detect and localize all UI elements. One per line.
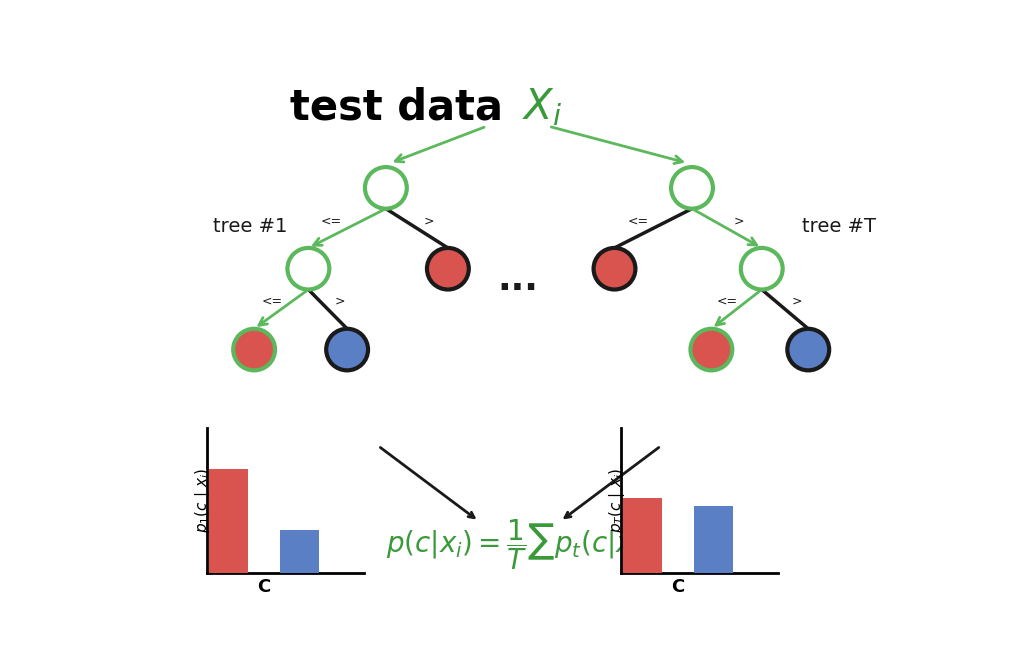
Text: <=: <= <box>262 295 283 308</box>
Circle shape <box>691 329 732 371</box>
Y-axis label: $p_1(c\ |\ x_i)$: $p_1(c\ |\ x_i)$ <box>193 468 213 533</box>
Bar <box>694 507 733 573</box>
Text: <=: <= <box>321 214 342 227</box>
Text: $p(c|x_i) = \dfrac{1}{T} \sum p_t(c|x_i)$: $p(c|x_i) = \dfrac{1}{T} \sum p_t(c|x_i)… <box>386 517 649 572</box>
Text: <=: <= <box>627 214 648 227</box>
Text: test data: test data <box>290 86 517 128</box>
Text: ...: ... <box>497 263 538 297</box>
Text: $X_i$: $X_i$ <box>521 86 562 128</box>
Y-axis label: $p_T(c\ |\ x_i)$: $p_T(c\ |\ x_i)$ <box>607 468 627 533</box>
Circle shape <box>671 167 713 209</box>
Text: >: > <box>423 214 433 227</box>
Circle shape <box>233 329 275 371</box>
Circle shape <box>288 248 329 290</box>
Circle shape <box>326 329 368 371</box>
Text: tree #1: tree #1 <box>213 217 288 236</box>
Text: >: > <box>733 214 743 227</box>
Bar <box>623 498 663 573</box>
Circle shape <box>365 167 407 209</box>
Bar <box>209 469 248 573</box>
Circle shape <box>594 248 635 290</box>
Text: >: > <box>792 295 802 308</box>
Circle shape <box>427 248 469 290</box>
Text: tree #T: tree #T <box>802 217 877 236</box>
Circle shape <box>740 248 783 290</box>
Bar <box>280 530 319 573</box>
Circle shape <box>788 329 829 371</box>
Text: <=: <= <box>716 295 737 308</box>
Text: >: > <box>334 295 344 308</box>
